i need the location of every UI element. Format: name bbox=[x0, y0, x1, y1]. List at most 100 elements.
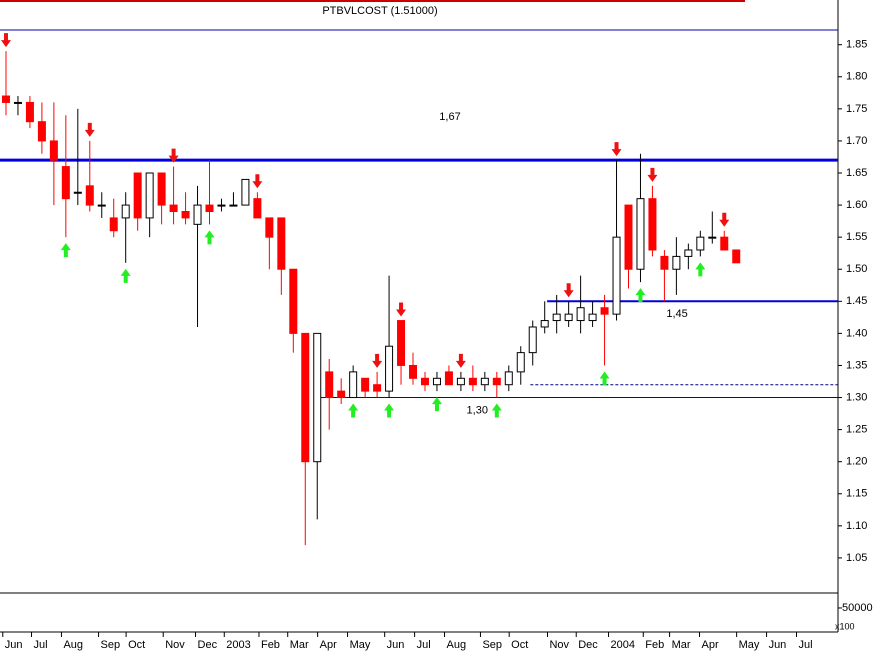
candle-body bbox=[409, 364, 418, 379]
candle-body bbox=[85, 185, 94, 206]
y-tick-label: 1.65 bbox=[846, 167, 867, 179]
sell-arrow bbox=[396, 302, 407, 317]
candle-body bbox=[349, 371, 358, 399]
buy-arrow bbox=[491, 403, 502, 418]
candle-body bbox=[361, 377, 370, 392]
candle-body bbox=[253, 198, 262, 219]
candle-body bbox=[624, 204, 633, 270]
buy-arrow bbox=[204, 230, 215, 245]
buy-arrow bbox=[120, 268, 131, 283]
candle-body bbox=[385, 345, 394, 392]
candle-body bbox=[109, 217, 118, 232]
x-tick-label: Mar bbox=[290, 639, 309, 651]
candle-body bbox=[444, 371, 453, 386]
chart-title: PTBVLCOST (1.51000) bbox=[322, 5, 437, 17]
sell-arrow bbox=[563, 283, 574, 298]
x-tick-label: Dec bbox=[578, 639, 598, 651]
candle-body bbox=[468, 377, 477, 386]
y-tick-label: 1.15 bbox=[846, 488, 867, 500]
candle-body bbox=[61, 166, 70, 200]
y-tick-label: 1.35 bbox=[846, 359, 867, 371]
candle-body bbox=[528, 326, 537, 354]
candle-body bbox=[672, 255, 681, 270]
volume-tick-label: 50000 bbox=[842, 602, 873, 614]
x-tick-label: Mar bbox=[672, 639, 691, 651]
sell-arrow bbox=[0, 33, 11, 48]
y-tick-label: 1.10 bbox=[846, 520, 867, 532]
y-tick-label: 1.25 bbox=[846, 424, 867, 436]
y-tick-label: 1.55 bbox=[846, 231, 867, 243]
candle-body bbox=[1, 95, 10, 103]
y-tick-label: 1.70 bbox=[846, 135, 867, 147]
candle-body bbox=[49, 140, 58, 161]
y-tick-label: 1.05 bbox=[846, 552, 867, 564]
sell-arrow bbox=[168, 148, 179, 163]
y-tick-label: 1.75 bbox=[846, 103, 867, 115]
candle-body bbox=[145, 172, 154, 219]
buy-arrow bbox=[384, 403, 395, 418]
y-tick-label: 1.45 bbox=[846, 295, 867, 307]
candle-body bbox=[337, 390, 346, 399]
y-tick-label: 1.80 bbox=[846, 71, 867, 83]
candle-body bbox=[37, 121, 46, 142]
sell-arrow bbox=[372, 353, 383, 368]
x-tick-label: May bbox=[739, 639, 760, 651]
x-tick-label: Sep bbox=[101, 639, 121, 651]
candle-body bbox=[720, 236, 729, 251]
candle-body bbox=[456, 377, 465, 386]
candle-body bbox=[301, 332, 310, 463]
candle-body bbox=[181, 210, 190, 219]
candle-body bbox=[157, 172, 166, 206]
candle-body bbox=[13, 101, 22, 104]
candle-body bbox=[289, 268, 298, 334]
x-tick-label: Apr bbox=[320, 639, 337, 651]
candle-body bbox=[397, 320, 406, 366]
x-tick-label: Aug bbox=[447, 639, 467, 651]
sell-arrow bbox=[611, 142, 622, 157]
candle-body bbox=[540, 320, 549, 328]
x-tick-label: Feb bbox=[645, 639, 664, 651]
y-tick-label: 1.30 bbox=[846, 391, 867, 403]
candle-body bbox=[265, 217, 274, 238]
buy-arrow bbox=[635, 288, 646, 303]
candle-body bbox=[229, 204, 238, 207]
x-tick-label: Jun bbox=[387, 639, 405, 651]
top-bar bbox=[0, 0, 745, 2]
candle-body bbox=[133, 172, 142, 219]
candle-body bbox=[169, 204, 178, 212]
candle-body bbox=[660, 255, 669, 270]
candle-body bbox=[313, 332, 322, 463]
candle-body bbox=[492, 377, 501, 386]
x-tick-label: 2004 bbox=[611, 639, 635, 651]
x-tick-label: Sep bbox=[482, 639, 502, 651]
candle-body bbox=[732, 249, 741, 264]
x-tick-label: 2003 bbox=[226, 639, 250, 651]
sell-arrow bbox=[455, 353, 466, 368]
candle-body bbox=[325, 371, 334, 399]
sell-arrow bbox=[252, 174, 263, 189]
support-label: 1,45 bbox=[666, 308, 687, 320]
candle-body bbox=[420, 377, 429, 386]
candle-body bbox=[193, 204, 202, 225]
candle-body bbox=[504, 371, 513, 386]
y-tick-label: 1.60 bbox=[846, 199, 867, 211]
y-tick-label: 1.40 bbox=[846, 327, 867, 339]
candle-body bbox=[696, 236, 705, 251]
candle-body bbox=[612, 236, 621, 315]
x-tick-label: Oct bbox=[511, 639, 528, 651]
candle-body bbox=[205, 204, 214, 212]
x-tick-label: Oct bbox=[128, 639, 145, 651]
y-tick-label: 1.85 bbox=[846, 39, 867, 51]
x-tick-label: May bbox=[350, 639, 371, 651]
candle-body bbox=[480, 377, 489, 386]
x-tick-label: Nov bbox=[165, 639, 185, 651]
buy-arrow bbox=[60, 243, 71, 258]
x-tick-label: Jun bbox=[769, 639, 787, 651]
x-tick-label: Aug bbox=[63, 639, 83, 651]
candle-body bbox=[25, 101, 34, 123]
x-tick-label: Apr bbox=[702, 639, 719, 651]
candle-body bbox=[121, 204, 130, 219]
candle-body bbox=[636, 198, 645, 270]
candle-body bbox=[648, 198, 657, 251]
candle-body bbox=[600, 307, 609, 315]
